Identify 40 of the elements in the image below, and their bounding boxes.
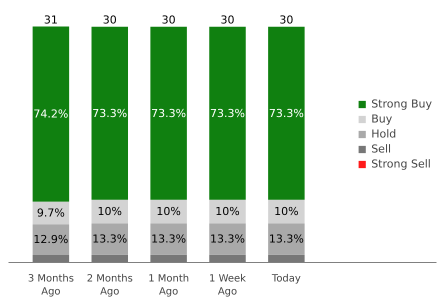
x-tick-label: 3 Months Ago — [28, 274, 74, 298]
legend-label: Strong Buy — [371, 98, 432, 110]
annotation: 30 — [162, 14, 176, 27]
legend-label: Sell — [371, 142, 392, 156]
data-label: 10% — [98, 205, 122, 218]
bar — [92, 26, 128, 200]
legend-label: Hold — [371, 128, 396, 140]
bar — [268, 26, 305, 200]
data-label: 73.3% — [151, 106, 186, 120]
x-tick-label: 2 Months Ago — [86, 274, 133, 298]
data-label: 13.3% — [92, 232, 128, 246]
data-label: 73.3% — [268, 106, 304, 120]
data-label: 13.3% — [151, 232, 186, 246]
bar — [209, 26, 246, 200]
x-tick-label: 1 Month Ago — [148, 274, 190, 298]
annotation: 31 — [44, 14, 58, 27]
bar — [92, 200, 128, 224]
x-tick-label: 1 Week Ago — [209, 274, 246, 298]
annotation: 30 — [279, 14, 294, 27]
data-label: 12.9% — [33, 233, 68, 246]
annotation: 30 — [102, 14, 117, 27]
bar — [150, 200, 187, 224]
data-label: 73.3% — [92, 106, 128, 120]
data-label: 9.7% — [36, 206, 65, 220]
data-label: 10% — [215, 205, 240, 218]
data-label: 73.3% — [210, 106, 245, 120]
x-tick-label: Today — [270, 274, 301, 284]
annotation: 30 — [220, 14, 235, 27]
data-label: 13.3% — [210, 232, 245, 246]
data-label: 13.3% — [268, 232, 304, 246]
data-label: 74.2% — [33, 108, 68, 121]
bar — [150, 26, 187, 200]
legend-label: Strong Sell — [371, 158, 431, 170]
bar — [32, 224, 70, 255]
bar — [209, 200, 246, 224]
bar — [32, 26, 70, 202]
bar — [268, 200, 305, 224]
data-label: 10% — [156, 205, 181, 218]
data-label: 10% — [274, 205, 299, 218]
legend-label: Buy — [371, 112, 392, 126]
